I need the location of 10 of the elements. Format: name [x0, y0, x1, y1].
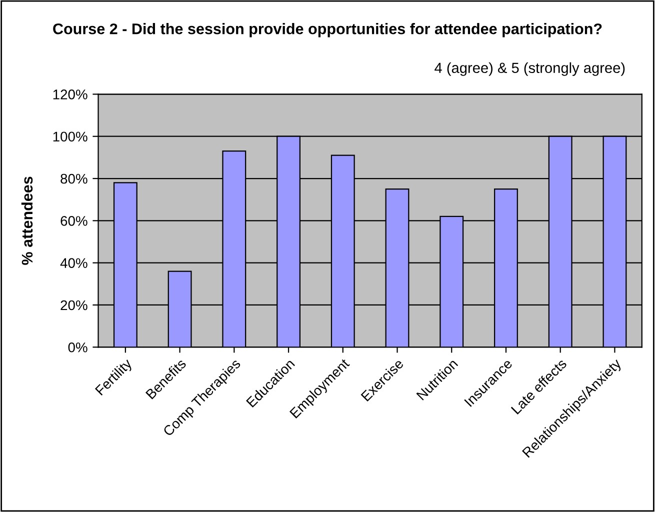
y-tick-label: 80%	[60, 174, 88, 184]
y-tick-label: 40%	[60, 258, 88, 268]
y-tick-label: 60%	[60, 216, 88, 226]
y-tick-label: 100%	[53, 132, 88, 142]
y-tick-label: 20%	[60, 300, 88, 310]
y-tick-label: 0%	[68, 342, 88, 352]
y-tick-label: 120%	[53, 90, 88, 100]
text: 4 (agree) & 5 (strongly agree)	[434, 62, 625, 76]
chart-title: Course 2 - Did the session provide opportunities for attendee participation?	[53, 23, 602, 38]
y-axis-title: % attendees	[21, 176, 33, 265]
